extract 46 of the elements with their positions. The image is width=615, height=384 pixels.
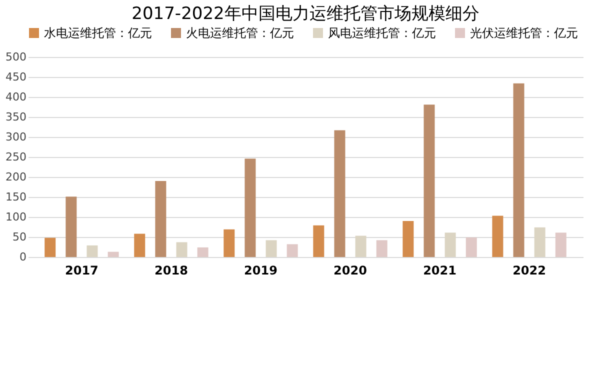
bar bbox=[555, 232, 566, 257]
y-tick-label: 250 bbox=[6, 150, 26, 164]
y-tick-label: 450 bbox=[6, 70, 26, 84]
y-tick-label: 50 bbox=[12, 230, 26, 244]
y-tick-label: 300 bbox=[6, 130, 26, 144]
bar bbox=[244, 158, 256, 257]
bar bbox=[513, 83, 524, 257]
bar bbox=[424, 104, 435, 257]
bar bbox=[155, 181, 166, 257]
bar bbox=[534, 227, 546, 257]
bar bbox=[134, 234, 146, 257]
x-tick-label: 2021 bbox=[423, 264, 456, 278]
bar bbox=[108, 252, 119, 257]
bar bbox=[334, 130, 346, 257]
x-tick-label: 2017 bbox=[65, 264, 98, 278]
bar bbox=[492, 216, 504, 257]
bar bbox=[44, 238, 56, 257]
bar bbox=[197, 247, 208, 257]
y-tick-label: 100 bbox=[6, 210, 26, 224]
legend-label: 火电运维托管：亿元 bbox=[186, 26, 294, 40]
y-tick-label: 150 bbox=[6, 190, 26, 204]
x-tick-label: 2018 bbox=[154, 264, 188, 278]
chart-title: 2017-2022年中国电力运维托管市场规模细分 bbox=[132, 4, 480, 24]
bar bbox=[355, 236, 366, 257]
legend-label: 光伏运维托管：亿元 bbox=[470, 26, 578, 40]
x-tick-label: 2020 bbox=[334, 264, 367, 278]
legend-label: 风电运维托管：亿元 bbox=[328, 26, 436, 40]
bar bbox=[444, 232, 456, 257]
legend-label: 水电运维托管：亿元 bbox=[44, 26, 152, 40]
bar bbox=[313, 225, 324, 257]
x-tick-label: 2022 bbox=[512, 264, 546, 278]
y-tick-label: 400 bbox=[6, 90, 26, 104]
bar bbox=[266, 240, 277, 257]
bar bbox=[176, 242, 188, 257]
y-tick-label: 350 bbox=[6, 110, 26, 124]
bar bbox=[402, 221, 414, 257]
y-tick-label: 0 bbox=[20, 250, 26, 264]
bar bbox=[66, 196, 77, 257]
bar bbox=[224, 229, 235, 257]
bar bbox=[286, 244, 298, 257]
y-tick-label: 200 bbox=[6, 170, 26, 184]
y-tick-label: 500 bbox=[6, 50, 26, 64]
bar bbox=[466, 237, 477, 257]
bar bbox=[86, 245, 98, 257]
bar bbox=[376, 240, 388, 257]
x-tick-label: 2019 bbox=[244, 264, 278, 278]
